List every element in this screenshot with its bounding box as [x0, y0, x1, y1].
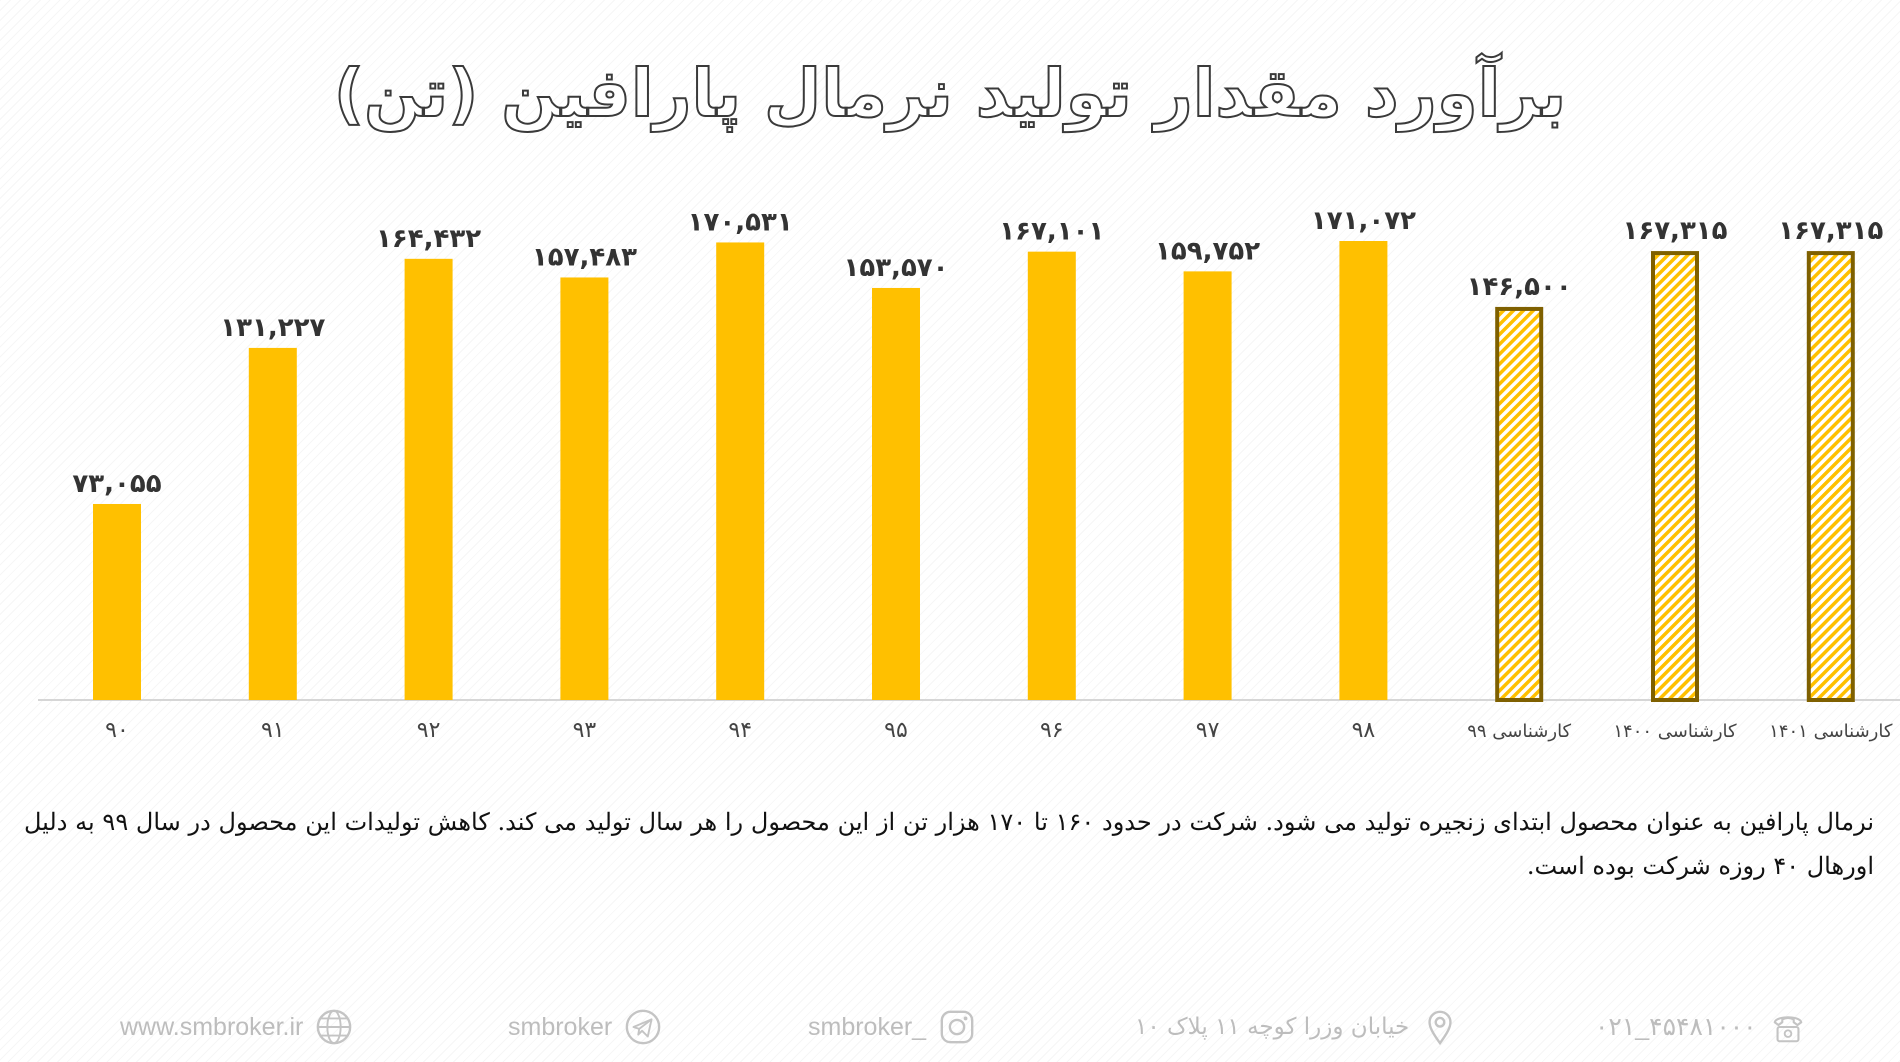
- bar: [248, 347, 297, 700]
- x-tick-label: کارشناسی ۱۴۰۱: [1769, 721, 1893, 742]
- bar-estimated: [1806, 251, 1855, 703]
- data-label: ۱۶۴,۴۳۲: [376, 224, 481, 254]
- location-pin-icon: [1428, 1010, 1452, 1046]
- x-tick-label: ۹۰: [105, 718, 129, 743]
- data-label: ۱۶۷,۱۰۱: [999, 217, 1104, 247]
- bar: [1339, 241, 1388, 700]
- globe-icon: [317, 1009, 352, 1045]
- bar: [404, 258, 453, 700]
- instagram-text: smbroker_: [808, 1012, 927, 1041]
- website-text: www.smbroker.ir: [120, 1012, 304, 1041]
- phone-text: ۰۲۱_۴۵۴۸۱۰۰۰: [1595, 1013, 1757, 1041]
- bar: [716, 242, 765, 701]
- bar-chart: ۷۳,۰۵۵ ۹۰ ۱۳۱,۲۲۷ ۹۱ ۱۶۴,۴۳۲ ۹۲ ۱۵۷,۴۸۳ ۹۳ ۱۷۰,۵…: [38, 206, 1900, 743]
- bar: [560, 277, 609, 700]
- x-tick-label: ۹۸: [1352, 718, 1376, 743]
- bar: [1183, 271, 1232, 700]
- data-label: ۱۵۳,۵۷۰: [843, 253, 948, 283]
- x-tick-label: کارشناسی ۱۴۰۰: [1613, 721, 1737, 742]
- address-text: خیابان وزرا کوچه ۱۱ پلاک ۱۰: [1135, 1014, 1410, 1040]
- telegram-icon: [625, 1009, 661, 1045]
- data-label: ۱۶۷,۳۱۵: [1622, 216, 1727, 246]
- x-tick-label: کارشناسی ۹۹: [1467, 721, 1571, 742]
- data-label: ۱۶۷,۳۱۵: [1778, 216, 1883, 246]
- x-tick-label: ۹۲: [417, 718, 441, 743]
- bar: [872, 287, 920, 700]
- instagram-icon: [940, 1010, 974, 1044]
- description-text: نرمال پارافین به عنوان محصول ابتدای زنجی…: [24, 808, 1875, 880]
- x-tick-label: ۹۱: [261, 718, 285, 743]
- x-tick-label: ۹۳: [573, 718, 597, 743]
- data-label: ۱۵۹,۷۵۲: [1155, 236, 1260, 266]
- x-tick-label: ۹۷: [1196, 718, 1220, 743]
- footer-address: خیابان وزرا کوچه ۱۱ پلاک ۱۰: [1135, 1005, 1459, 1049]
- bar: [93, 503, 141, 700]
- footer-instagram[interactable]: smbroker_: [808, 1005, 976, 1049]
- footer-website[interactable]: www.smbroker.ir: [120, 1005, 353, 1049]
- bar-estimated: [1495, 306, 1544, 702]
- telephone-icon: [1773, 1016, 1802, 1043]
- x-tick-label: ۹۴: [728, 718, 752, 743]
- data-label: ۱۴۶,۵۰۰: [1467, 272, 1572, 302]
- footer: www.smbroker.ir smbroker smbroker_ خیابا…: [0, 1005, 1900, 1049]
- data-label: ۷۳,۰۵۵: [72, 469, 161, 499]
- bar: [1027, 251, 1076, 700]
- bar-estimated: [1651, 251, 1699, 703]
- data-label: ۱۵۷,۴۸۳: [532, 242, 637, 272]
- telegram-text: smbroker: [508, 1012, 613, 1041]
- x-tick-label: ۹۶: [1040, 718, 1064, 743]
- data-label: ۱۷۱,۰۷۲: [1311, 206, 1416, 236]
- x-tick-label: ۹۵: [884, 718, 908, 743]
- footer-phone[interactable]: ۰۲۱_۴۵۴۸۱۰۰۰: [1595, 1005, 1807, 1049]
- data-label: ۱۳۱,۲۲۷: [220, 313, 325, 343]
- chart-title: برآورد مقدار تولید نرمال پارافین (تن): [333, 54, 1567, 133]
- data-label: ۱۷۰,۵۳۱: [688, 207, 793, 237]
- footer-telegram[interactable]: smbroker: [508, 1005, 662, 1049]
